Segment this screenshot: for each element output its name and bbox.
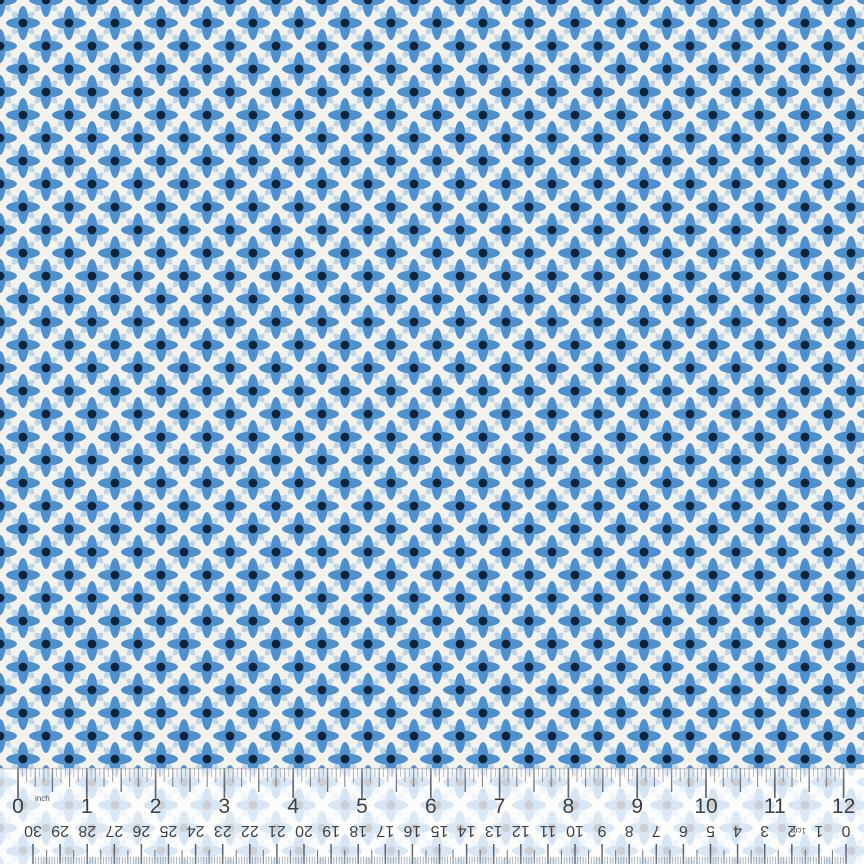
- svg-text:8: 8: [625, 822, 634, 839]
- svg-text:28: 28: [78, 822, 96, 839]
- svg-text:7: 7: [494, 795, 506, 818]
- svg-text:12: 12: [832, 795, 855, 818]
- svg-text:0: 0: [841, 822, 850, 839]
- svg-text:10: 10: [694, 795, 717, 818]
- svg-text:12: 12: [512, 822, 530, 839]
- svg-text:17: 17: [376, 822, 394, 839]
- cm-number-group: 30 29 28 27 26 25 24 23 22 21 20 19 18 17 16 15 14 13 12 11…: [24, 822, 850, 839]
- svg-text:15: 15: [431, 822, 449, 839]
- svg-text:16: 16: [403, 822, 421, 839]
- svg-text:0: 0: [12, 795, 24, 818]
- svg-text:1: 1: [81, 795, 93, 818]
- inch-tick-group: [17, 768, 845, 798]
- svg-text:18: 18: [349, 822, 367, 839]
- svg-text:inch: inch: [35, 794, 50, 803]
- svg-text:5: 5: [706, 822, 715, 839]
- svg-text:9: 9: [631, 795, 643, 818]
- svg-text:24: 24: [187, 822, 205, 839]
- svg-text:19: 19: [322, 822, 340, 839]
- svg-text:1: 1: [814, 822, 823, 839]
- svg-text:4: 4: [287, 795, 299, 818]
- svg-text:13: 13: [485, 822, 503, 839]
- svg-text:4: 4: [733, 822, 742, 839]
- transparent-ruler-overlay: 0 1 2 3 4 5 6 7 8 9 10 11 12 inch 30 29 28 27 26 25 24 23 22 21…: [0, 768, 864, 864]
- svg-text:1cm: 1cm: [790, 826, 805, 835]
- svg-text:2: 2: [787, 822, 796, 839]
- svg-text:3: 3: [760, 822, 769, 839]
- svg-text:6: 6: [425, 795, 437, 818]
- svg-text:27: 27: [105, 822, 123, 839]
- svg-text:8: 8: [563, 795, 575, 818]
- svg-text:23: 23: [214, 822, 232, 839]
- svg-text:20: 20: [295, 822, 313, 839]
- svg-text:5: 5: [356, 795, 368, 818]
- svg-text:7: 7: [652, 822, 661, 839]
- cm-tick-group: [32, 844, 847, 864]
- svg-text:25: 25: [160, 822, 178, 839]
- svg-text:3: 3: [219, 795, 231, 818]
- svg-text:10: 10: [566, 822, 584, 839]
- svg-text:29: 29: [51, 822, 69, 839]
- svg-text:2: 2: [150, 795, 162, 818]
- svg-text:21: 21: [268, 822, 286, 839]
- svg-text:9: 9: [598, 822, 607, 839]
- svg-text:14: 14: [458, 822, 476, 839]
- svg-text:22: 22: [241, 822, 259, 839]
- svg-text:11: 11: [764, 795, 786, 818]
- svg-text:6: 6: [679, 822, 688, 839]
- svg-text:11: 11: [539, 822, 556, 839]
- svg-text:30: 30: [24, 822, 42, 839]
- svg-text:26: 26: [132, 822, 150, 839]
